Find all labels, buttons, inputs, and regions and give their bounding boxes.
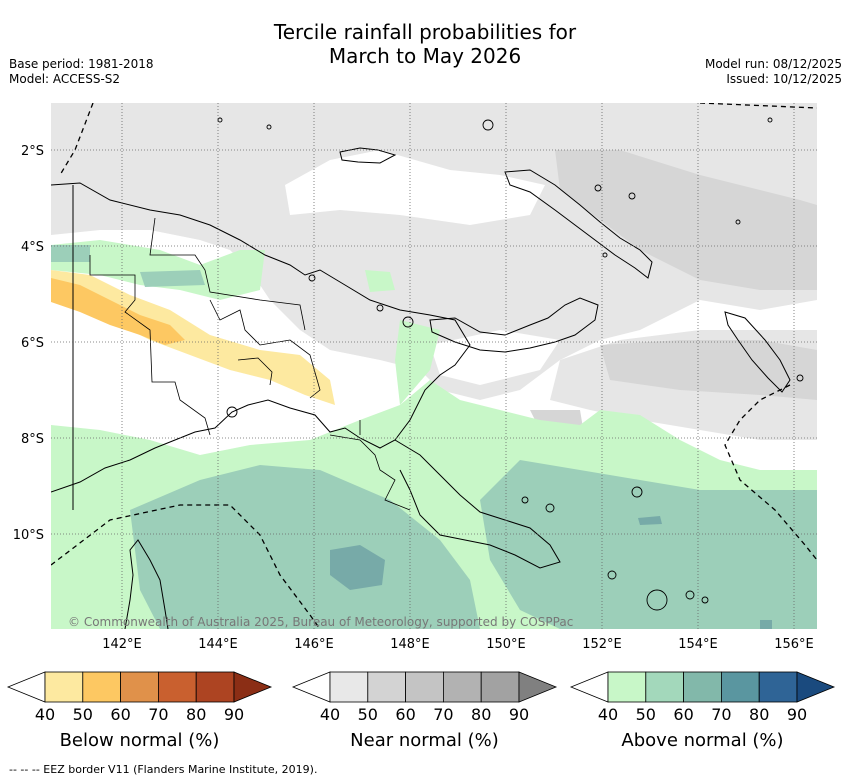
colorbar-near-low-arrow bbox=[291, 671, 331, 703]
map-panel: © Commonwealth of Australia 2025, Bureau… bbox=[51, 103, 817, 629]
colorbar-near-tick: 90 bbox=[508, 705, 530, 724]
colorbar-near-tick: 40 bbox=[319, 705, 341, 724]
model-name: Model: ACCESS-S2 bbox=[9, 72, 121, 86]
colorbar-below-low-arrow bbox=[6, 671, 46, 703]
lon-label-148e: 148°E bbox=[390, 637, 430, 652]
above-normal-60-patch-3 bbox=[760, 620, 772, 629]
colorbar-near-segment bbox=[480, 671, 520, 703]
colorbar-above-segment bbox=[721, 671, 760, 703]
colorbar-above-tick: 50 bbox=[635, 705, 656, 724]
colorbar-above-tick: 80 bbox=[749, 705, 770, 724]
colorbar-above-low-arrow bbox=[569, 671, 609, 703]
colorbar-below-tick: 70 bbox=[148, 705, 169, 724]
colorbar-near-tick: 60 bbox=[395, 705, 416, 724]
above-normal-40-strip bbox=[395, 320, 440, 405]
eez-border-south-west bbox=[51, 504, 321, 629]
lat-label-8s: 8°S bbox=[21, 432, 44, 447]
model-run: Model run: 08/12/2025 bbox=[704, 57, 842, 71]
meta-left: Base period: 1981-2018 Model: ACCESS-S2 bbox=[9, 57, 154, 87]
longitude-labels: 142°E 144°E 146°E 148°E 150°E 152°E 154°… bbox=[102, 637, 814, 652]
colorbar-below-segment bbox=[44, 671, 84, 703]
colorbar-near-tick: 80 bbox=[471, 705, 492, 724]
colorbar-above-segment bbox=[683, 671, 722, 703]
colorbar-near-segment bbox=[367, 671, 406, 703]
png-southeast-peninsula bbox=[394, 439, 561, 569]
lat-label-2s: 2°S bbox=[21, 144, 44, 159]
colorbar-below-tick: 40 bbox=[34, 705, 56, 724]
near-normal-darker-2 bbox=[600, 340, 817, 400]
lon-label-152e: 152°E bbox=[582, 637, 622, 652]
above-normal-50-south-west bbox=[130, 465, 480, 629]
lon-label-154e: 154°E bbox=[678, 637, 718, 652]
lat-label-10s: 10°S bbox=[13, 528, 44, 543]
colorbar-above-tick: 90 bbox=[786, 705, 808, 724]
above-normal-60-patch bbox=[330, 545, 385, 590]
colorbar-near-segment bbox=[442, 671, 482, 703]
colorbar-above-segment bbox=[607, 671, 647, 703]
lat-label-6s: 6°S bbox=[21, 336, 44, 351]
colorbar-above-label: Above normal (%) bbox=[621, 730, 784, 751]
colorbar-below-segment bbox=[120, 671, 159, 703]
colorbar-above-segment bbox=[645, 671, 684, 703]
title-line-1: Tercile rainfall probabilities for bbox=[273, 20, 577, 44]
colorbar-near-tick: 50 bbox=[357, 705, 378, 724]
colorbar-above-segment bbox=[758, 671, 798, 703]
colorbar-above-high-arrow bbox=[796, 671, 836, 703]
colorbar-near-high-arrow bbox=[518, 671, 558, 703]
colorbar-below-label: Below normal (%) bbox=[59, 730, 220, 751]
lon-label-146e: 146°E bbox=[294, 637, 334, 652]
colorbar-above-tick: 40 bbox=[597, 705, 619, 724]
colorbar-below-tick: 60 bbox=[110, 705, 131, 724]
above-normal-50-west-patch bbox=[51, 245, 90, 262]
white-gap-middle bbox=[430, 330, 560, 385]
colorbars bbox=[6, 671, 836, 703]
colorbar-near-label: Near normal (%) bbox=[350, 730, 499, 751]
copyright-notice: © Commonwealth of Australia 2025, Bureau… bbox=[68, 615, 573, 629]
new-britain-outline bbox=[429, 297, 599, 353]
above-normal-40-west bbox=[51, 240, 265, 300]
province-borders bbox=[89, 217, 411, 511]
bougainville-outline bbox=[724, 311, 791, 393]
australia-cape-york bbox=[124, 539, 169, 629]
colorbar-below-high-arrow bbox=[233, 671, 273, 703]
title-line-2: March to May 2026 bbox=[328, 44, 522, 68]
new-ireland-outline bbox=[504, 169, 653, 279]
colorbar-near-segment bbox=[405, 671, 444, 703]
eez-border-east bbox=[699, 103, 817, 561]
above-normal-60-patch-2 bbox=[638, 516, 662, 525]
above-normal-50-west-patch-2 bbox=[140, 270, 205, 287]
issued-date: Issued: 10/12/2025 bbox=[726, 72, 842, 86]
base-period: Base period: 1981-2018 bbox=[9, 57, 154, 71]
colorbar-below-segment bbox=[195, 671, 235, 703]
colorbar-below-tick: 50 bbox=[72, 705, 93, 724]
lon-label-144e: 144°E bbox=[198, 637, 238, 652]
manus-outline bbox=[339, 147, 397, 164]
below-normal-50-band bbox=[51, 278, 185, 345]
colorbar-below-tick: 90 bbox=[223, 705, 245, 724]
colorbar-near-segment bbox=[329, 671, 369, 703]
lat-label-4s: 4°S bbox=[21, 240, 44, 255]
latitude-labels: 2°S 4°S 6°S 8°S 10°S bbox=[13, 144, 44, 543]
colorbar-below-segment bbox=[157, 671, 197, 703]
below-normal-40-band bbox=[51, 270, 335, 405]
above-normal-40-central bbox=[365, 270, 395, 292]
colorbar-above-tick: 70 bbox=[711, 705, 732, 724]
new-guinea-coastline bbox=[51, 182, 471, 493]
lon-label-156e: 156°E bbox=[774, 637, 814, 652]
colorbar-below-segment bbox=[82, 671, 122, 703]
lon-label-142e: 142°E bbox=[102, 637, 142, 652]
white-gap-north bbox=[285, 150, 545, 225]
near-normal-darker-1 bbox=[555, 150, 817, 290]
map-title: Tercile rainfall probabilities for March… bbox=[0, 20, 850, 68]
colorbar-below-tick: 80 bbox=[186, 705, 207, 724]
gridlines bbox=[51, 103, 817, 629]
lon-label-150e: 150°E bbox=[486, 637, 526, 652]
eez-footnote: -- -- -- EEZ border V11 (Flanders Marine… bbox=[9, 763, 318, 776]
colorbar-near-tick: 70 bbox=[433, 705, 454, 724]
meta-right: Model run: 08/12/2025 Issued: 10/12/2025 bbox=[705, 57, 842, 87]
above-normal-50-south-east bbox=[480, 460, 817, 629]
small-islands bbox=[217, 117, 804, 611]
colorbar-above-tick: 60 bbox=[673, 705, 694, 724]
